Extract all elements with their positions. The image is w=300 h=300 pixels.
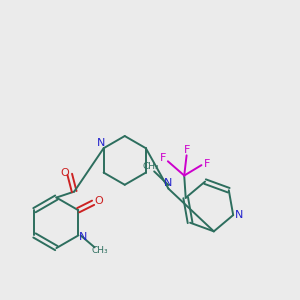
Text: N: N (235, 210, 243, 220)
Text: CH₃: CH₃ (92, 246, 108, 255)
Text: CH₃: CH₃ (143, 161, 160, 170)
Text: N: N (164, 178, 172, 188)
Text: F: F (184, 145, 190, 155)
Text: O: O (60, 168, 69, 178)
Text: N: N (79, 232, 87, 242)
Text: N: N (97, 139, 105, 148)
Text: O: O (94, 196, 103, 206)
Text: F: F (160, 153, 167, 163)
Text: F: F (204, 159, 210, 169)
